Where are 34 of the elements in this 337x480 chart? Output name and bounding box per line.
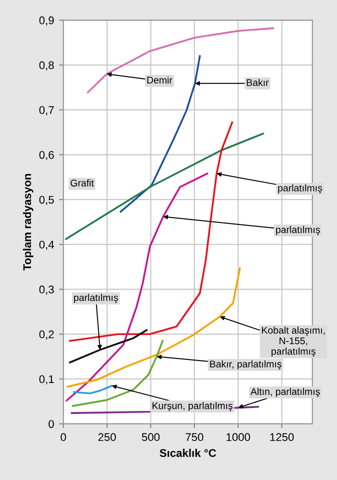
annotation: Kobalt alaşımı, N-155, parlatılmış	[262, 326, 325, 357]
line-series	[69, 122, 234, 342]
y-tick-label: 0,1	[39, 375, 54, 384]
x-tick-label: 0	[60, 433, 66, 442]
x-tick-label: 500	[142, 433, 160, 442]
annotation: parlatılmış	[278, 184, 322, 194]
line-series	[86, 27, 274, 94]
annotation: Bakır, parlatılmış	[210, 360, 282, 370]
x-axis-title: Sıcaklık °C	[160, 448, 216, 457]
line-series	[65, 132, 264, 240]
y-tick-label: 0,9	[39, 16, 54, 26]
x-tick-label: 1250	[270, 433, 294, 442]
annotation: Demir	[147, 76, 172, 84]
line-series	[120, 55, 201, 213]
y-axis-title: Toplam radyasyon	[22, 174, 34, 271]
y-tick-label: 0,2	[39, 330, 54, 340]
x-tick-label: 1000	[226, 433, 250, 442]
y-tick-label: 0	[48, 420, 54, 428]
annotation: parlatılmış	[276, 226, 320, 236]
y-tick-label: 0,5	[39, 196, 54, 206]
line-series	[66, 172, 208, 402]
line-series	[69, 329, 148, 364]
annotation: Grafit	[70, 179, 94, 186]
y-tick-label: 0,6	[39, 150, 54, 160]
x-tick-label: 750	[186, 433, 204, 442]
annotation: parlatılmış	[74, 294, 118, 303]
x-tick-label: 250	[98, 433, 116, 442]
annotation: Kurşun, parlatılmış	[152, 402, 232, 412]
annotation: Altın, parlatılmış	[250, 388, 320, 397]
y-tick-label: 0,8	[39, 61, 54, 70]
y-tick-label: 0,7	[39, 106, 54, 116]
y-tick-label: 0,4	[39, 240, 54, 250]
y-tick-label: 0,3	[39, 286, 54, 295]
annotation: Bakır	[246, 78, 269, 86]
